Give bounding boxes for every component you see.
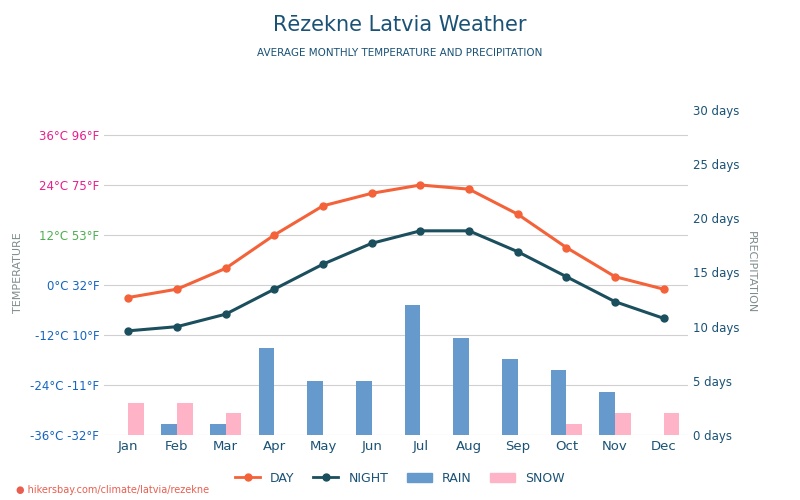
Bar	[405, 305, 420, 435]
Bar	[177, 402, 193, 435]
Y-axis label: TEMPERATURE: TEMPERATURE	[13, 232, 23, 313]
Text: AVERAGE MONTHLY TEMPERATURE AND PRECIPITATION: AVERAGE MONTHLY TEMPERATURE AND PRECIPIT…	[258, 48, 542, 58]
Bar	[258, 348, 274, 435]
Text: Rēzekne Latvia Weather: Rēzekne Latvia Weather	[274, 15, 526, 35]
Legend: DAY, NIGHT, RAIN, SNOW: DAY, NIGHT, RAIN, SNOW	[231, 468, 569, 489]
Bar	[210, 424, 226, 435]
Bar	[502, 359, 518, 435]
Bar	[599, 392, 615, 435]
Bar	[454, 338, 469, 435]
Bar	[566, 424, 582, 435]
Text: ● hikersbay.com/climate/latvia/rezekne: ● hikersbay.com/climate/latvia/rezekne	[16, 485, 209, 495]
Bar	[128, 402, 144, 435]
Bar	[615, 414, 630, 435]
Bar	[307, 381, 323, 435]
Y-axis label: PRECIPITATION: PRECIPITATION	[746, 232, 756, 314]
Bar	[356, 381, 372, 435]
Bar	[226, 414, 242, 435]
Bar	[162, 424, 177, 435]
Bar	[664, 414, 679, 435]
Bar	[550, 370, 566, 435]
